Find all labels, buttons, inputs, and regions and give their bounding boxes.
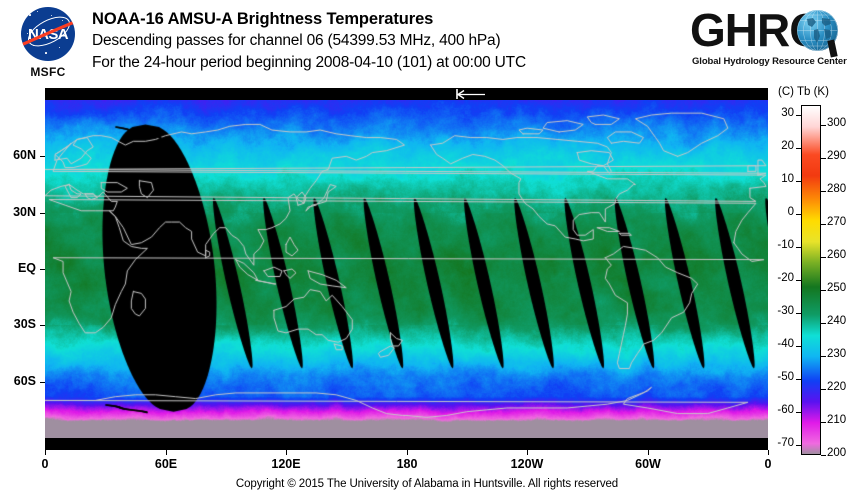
colorbar-label-kelvin: 230 [827,348,847,360]
colorbar-tick-celsius [796,445,801,446]
x-axis-tick [45,450,46,455]
colorbar-tick-kelvin [821,290,826,291]
colorbar-label-kelvin: 260 [827,249,847,261]
x-axis-tick [527,450,528,455]
x-axis-tick [166,450,167,455]
colorbar-tick-celsius [796,115,801,116]
globe-icon [797,10,838,51]
x-axis-tick [407,450,408,455]
y-axis-label: 60N [13,148,36,162]
colorbar-label-celsius: 0 [787,206,794,218]
x-axis-label: 120E [271,457,301,471]
nasa-swoosh-icon [21,20,75,47]
colorbar-label-celsius: -50 [777,371,794,383]
nasa-logo: NASA MSFC [12,5,84,83]
colorbar-tick-kelvin [821,158,826,159]
y-axis-tick [40,269,45,270]
colorbar-label-kelvin: 250 [827,282,847,294]
x-axis-label: 180 [396,457,418,471]
colorbar-label-celsius: -60 [777,404,794,416]
ghrc-logo: GHRC [690,6,847,74]
colorbar-label-kelvin: 300 [827,117,847,129]
y-axis-tick [40,382,45,383]
x-axis-tick [768,450,769,455]
x-axis-label: 60E [154,457,178,471]
colorbar-tick-kelvin [821,389,826,390]
colorbar-tick-kelvin [821,224,826,225]
nasa-center-label: MSFC [30,65,66,79]
colorbar-tick-kelvin [821,257,826,258]
nasa-stars [21,7,75,61]
colorbar-tick-celsius [796,181,801,182]
colorbar-tick-celsius [796,247,801,248]
nasa-insignia-circle: NASA [21,7,75,61]
colorbar-tick-celsius [796,280,801,281]
page-title: NOAA-16 AMSU-A Brightness Temperatures [92,10,434,28]
x-axis-tick [648,450,649,455]
colorbar-label-celsius: 30 [781,107,794,119]
colorbar-label-celsius: -20 [777,272,794,284]
colorbar-tick-celsius [796,379,801,380]
y-axis-label: 30N [13,205,36,219]
colorbar-tick-celsius [796,313,801,314]
colorbar-label-kelvin: 290 [827,150,847,162]
title-subline-channel: Descending passes for channel 06 (54399.… [92,32,501,49]
colorbar-gradient [802,106,820,454]
colorbar-tick-celsius [796,346,801,347]
map-bottom-border-band [45,438,768,450]
colorbar-tick-celsius [796,214,801,215]
colorbar-tick-celsius [796,412,801,413]
colorbar-tick-kelvin [821,323,826,324]
colorbar [801,105,821,455]
colorbar-label-celsius: -30 [777,305,794,317]
x-axis-label: 0 [41,457,49,471]
title-block: NOAA-16 AMSU-A Brightness Temperatures D… [92,8,682,74]
copyright-notice: Copyright © 2015 The University of Alaba… [235,478,619,490]
colorbar-tick-kelvin [821,191,826,192]
colorbar-label-kelvin: 270 [827,216,847,228]
colorbar-tick-kelvin [821,422,826,423]
brightness-temperature-map [45,100,768,438]
colorbar-label-kelvin: 220 [827,381,847,393]
y-axis-tick [40,156,45,157]
colorbar-tick-kelvin [821,455,826,456]
colorbar-label-kelvin: 200 [827,447,847,459]
y-axis-label: 60S [13,374,36,388]
ghrc-subtitle: Global Hydrology Resource Center [692,56,847,67]
colorbar-label-celsius: 10 [781,173,794,185]
x-axis-label: 60W [635,457,661,471]
colorbar-label-celsius: -10 [777,239,794,251]
colorbar-tick-kelvin [821,356,826,357]
y-axis-label: EQ [17,261,36,275]
colorbar-tick-celsius [796,148,801,149]
north-direction-marker-icon [456,89,485,100]
colorbar-tick-kelvin [821,125,826,126]
y-axis-tick [40,213,45,214]
colorbar-label-kelvin: 280 [827,183,847,195]
colorbar-label-celsius: -40 [777,338,794,350]
map-plot-area [45,88,768,450]
title-subline-period: For the 24-hour period beginning 2008-04… [92,54,526,71]
map-top-border-band [45,88,768,100]
y-axis-tick [40,325,45,326]
colorbar-label-celsius: 20 [781,140,794,152]
x-axis-label: 120W [510,457,544,471]
colorbar-label-celsius: -70 [777,437,794,449]
colorbar-label-kelvin: 210 [827,414,847,426]
colorbar-label-kelvin: 240 [827,315,847,327]
colorbar-title: (C) Tb (K) [778,86,829,98]
x-axis-tick [286,450,287,455]
x-axis-label: 0 [764,457,772,471]
y-axis-label: 30S [13,317,36,331]
